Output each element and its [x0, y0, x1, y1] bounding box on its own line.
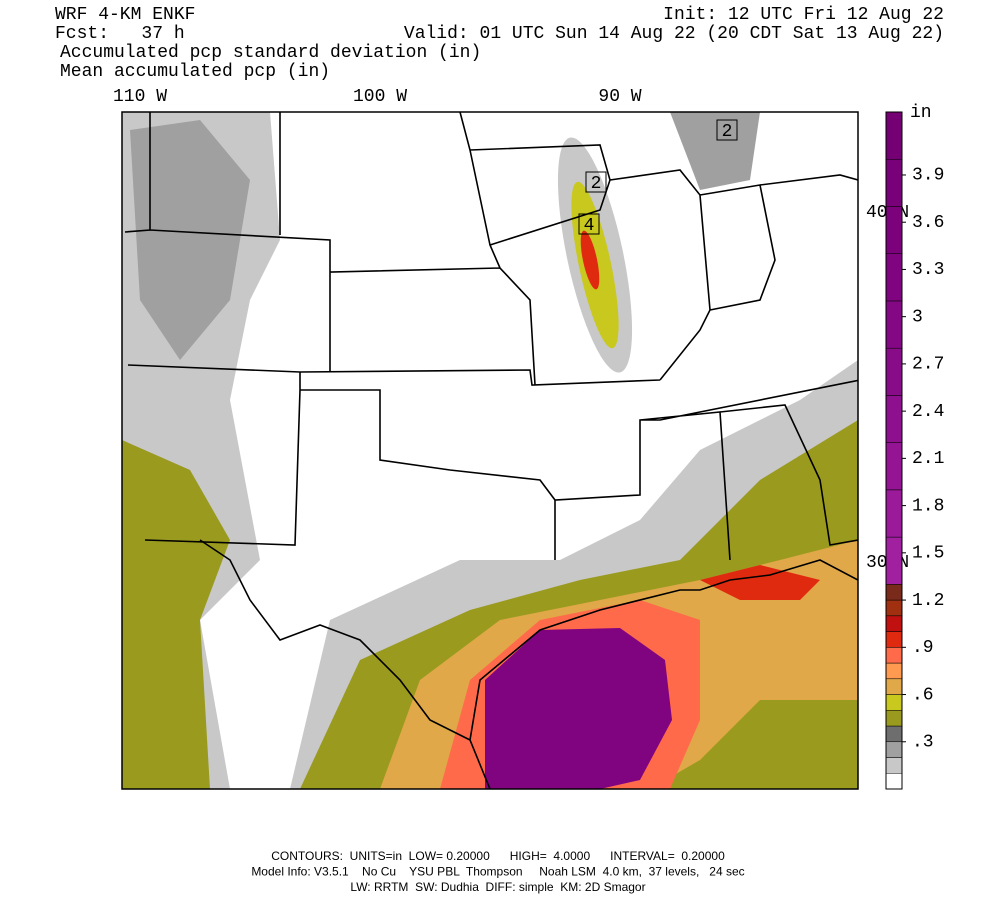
colorbar-tick-label: 2.7: [912, 355, 944, 375]
contour-label-box: [716, 119, 738, 141]
colorbar-tick-label: 1.8: [912, 496, 944, 516]
longitude-label: 100 W: [353, 87, 407, 107]
map-field: [122, 112, 858, 789]
colorbar-bin: [885, 584, 903, 601]
colorbar-frame: [885, 111, 903, 790]
colorbar-bin: [885, 678, 903, 695]
colorbar-bin: [885, 158, 903, 207]
colorbar-tick-label: .3: [912, 733, 934, 753]
longitude-label: 90 W: [598, 87, 641, 107]
header-line: Fcst: 37 h: [55, 24, 185, 44]
colorbar-bin: [885, 647, 903, 664]
header-line: Accumulated pcp standard deviation (in): [60, 43, 481, 63]
header-line: Valid: 01 UTC Sun 14 Aug 22 (20 CDT Sat …: [404, 24, 944, 44]
colorbar-bin: [885, 757, 903, 774]
colorbar-bin: [885, 741, 903, 758]
colorbar: in .3 .6 .9 1.2 1.5 1.8 2.1 2.4 2.7 3 3.3 3.6 3.9: [885, 103, 944, 790]
colorbar-tick-label: 2.1: [912, 449, 944, 469]
colorbar-tick-label: 3.3: [912, 260, 944, 280]
footer-line: Model Info: V3.5.1 No Cu YSU PBL Thompso…: [251, 865, 744, 879]
footer-line: CONTOURS: UNITS=in LOW= 0.20000 HIGH= 4.…: [271, 849, 725, 863]
colorbar-bin: [885, 662, 903, 680]
colorbar-unit: in: [910, 103, 932, 123]
colorbar-bin: [885, 694, 903, 711]
footer: CONTOURS: UNITS=in LOW= 0.20000 HIGH= 4.…: [251, 849, 744, 894]
header-line: Mean accumulated pcp (in): [60, 62, 330, 82]
colorbar-bin: [885, 111, 903, 160]
contour-label-box: [585, 171, 607, 193]
map-frame: [121, 111, 859, 790]
colorbar-tick-label: 2.4: [912, 402, 944, 422]
contour-label: 4: [584, 216, 595, 236]
colorbar-bin: [885, 395, 903, 443]
contour-label-box: [578, 213, 600, 235]
colorbar-tick-label: 3.9: [912, 166, 944, 186]
colorbar-bin: [885, 615, 903, 632]
colorbar-tick-label: 1.2: [912, 591, 944, 611]
longitude-label: 110 W: [113, 87, 167, 107]
colorbar-tick-label: .9: [912, 638, 934, 658]
colorbar-tick-label: 3: [912, 307, 923, 327]
colorbar-bin: [885, 536, 903, 585]
colorbar-bin: [885, 442, 903, 491]
colorbar-bin: [885, 773, 903, 790]
colorbar-bin: [885, 206, 903, 254]
contour-label: 2: [591, 174, 602, 194]
colorbar-bin: [885, 631, 903, 648]
colorbar-bin: [885, 710, 903, 727]
colorbar-bin: [885, 253, 903, 302]
colorbar-bin: [885, 300, 903, 349]
header-line: Init: 12 UTC Fri 12 Aug 22: [663, 5, 944, 25]
colorbar-tick-label: .6: [912, 685, 934, 705]
colorbar-bin: [885, 599, 903, 617]
colorbar-tick-label: 3.6: [912, 213, 944, 233]
header-line: WRF 4-KM ENKF: [55, 5, 195, 25]
colorbar-bin: [885, 489, 903, 538]
colorbar-bin: [885, 347, 903, 396]
footer-line: LW: RRTM SW: Dudhia DIFF: simple KM: 2D …: [350, 880, 645, 894]
colorbar-bin: [885, 725, 903, 743]
contour-label: 2: [722, 122, 733, 142]
colorbar-tick-label: 1.5: [912, 544, 944, 564]
